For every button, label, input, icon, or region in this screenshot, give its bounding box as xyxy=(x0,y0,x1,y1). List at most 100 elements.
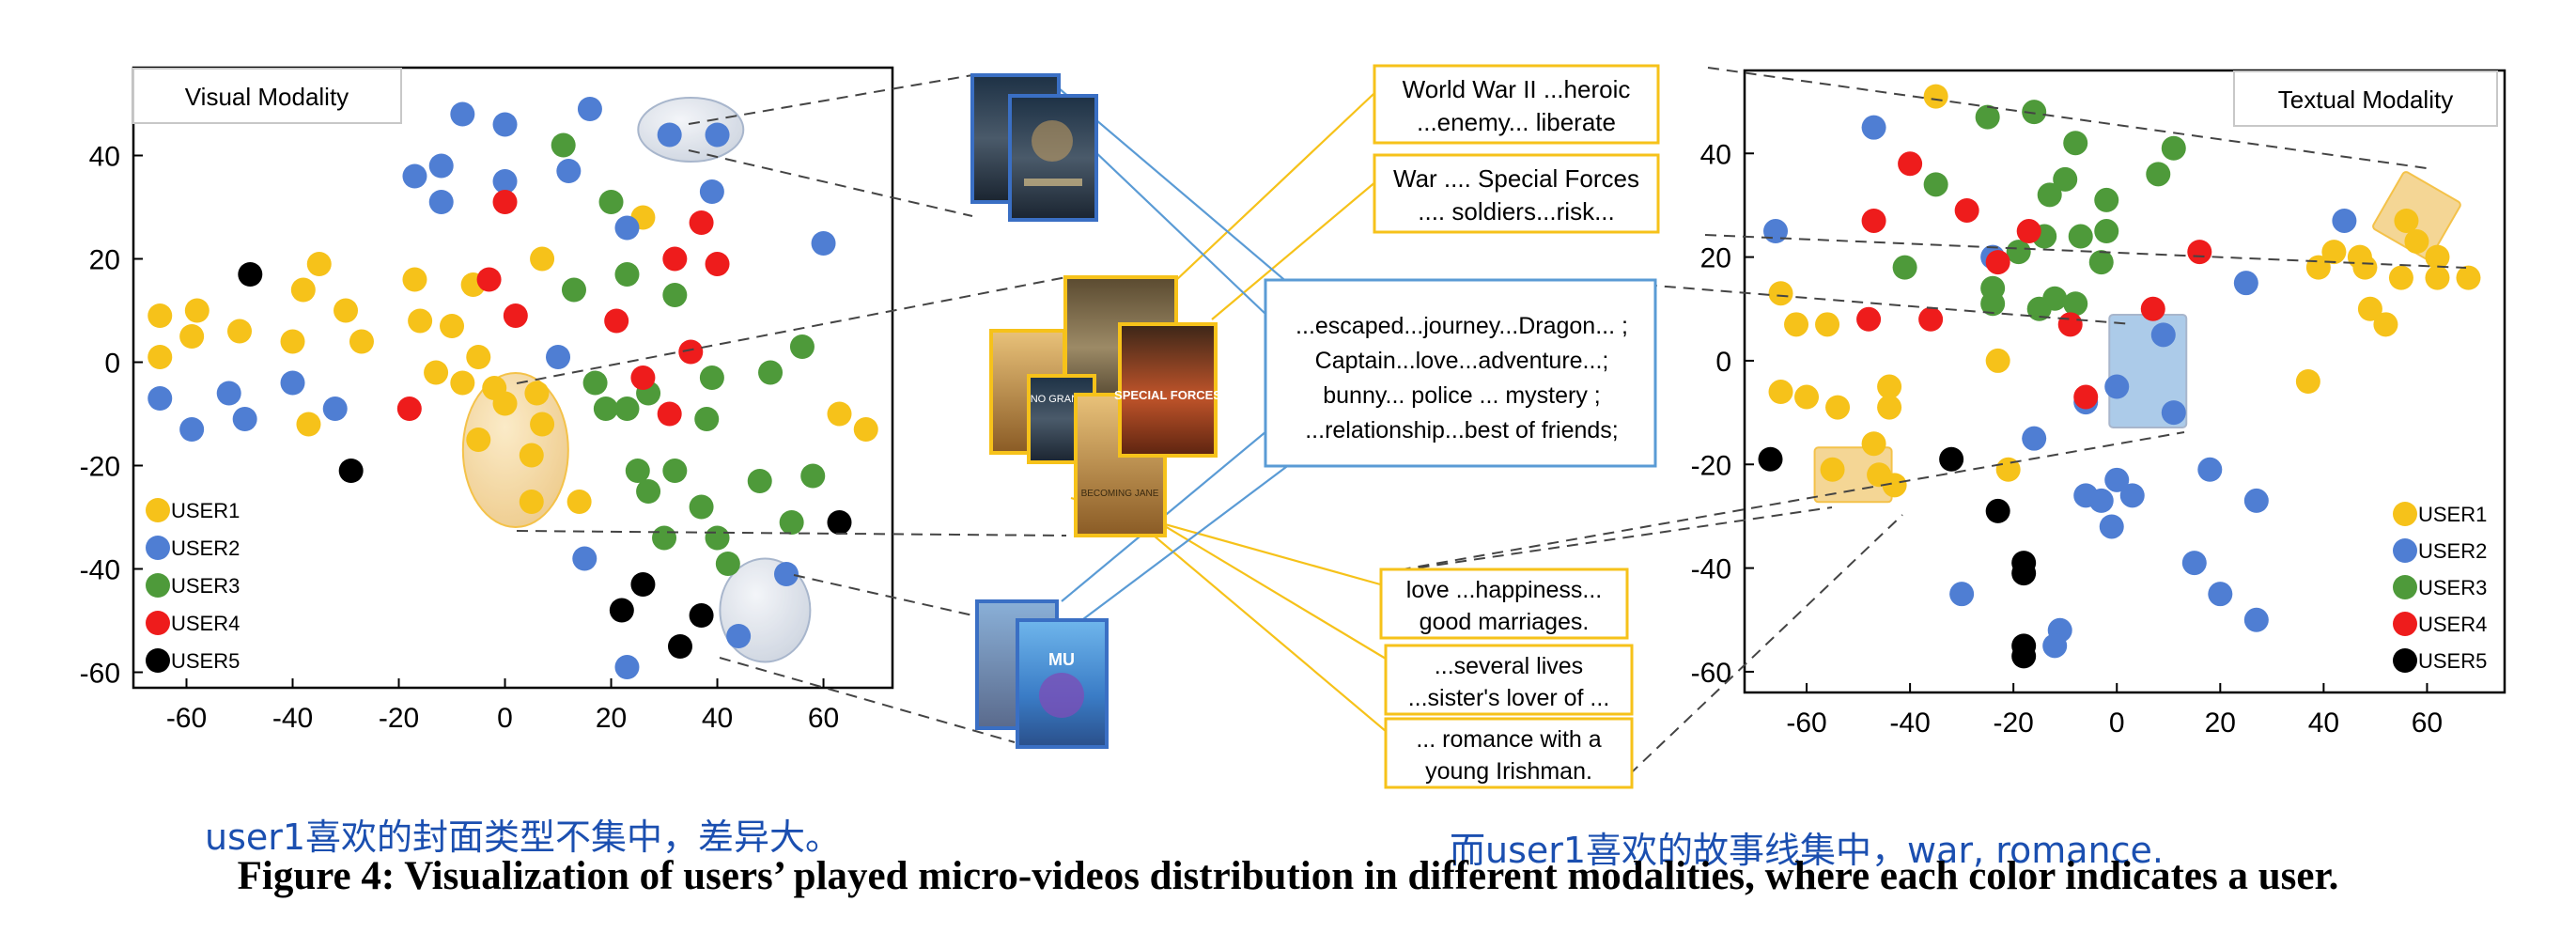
data-point-user2 xyxy=(402,163,427,189)
legend-marker xyxy=(146,648,170,673)
data-point-user4 xyxy=(492,190,518,214)
figure-caption: Figure 4: Visualization of users’ played… xyxy=(237,854,2339,898)
data-point-user2 xyxy=(2233,271,2258,296)
text-line: bunny... police ... mystery ; xyxy=(1323,382,1600,409)
data-point-user2 xyxy=(572,546,597,571)
poster-image xyxy=(1118,322,1218,458)
data-point-user2 xyxy=(232,407,257,431)
data-point-user3 xyxy=(1975,104,2000,130)
connector-yellow xyxy=(1211,170,1389,320)
data-point-user4 xyxy=(2140,296,2165,321)
data-point-user2 xyxy=(811,231,836,256)
data-point-user1 xyxy=(1820,457,1845,482)
data-point-user1 xyxy=(1923,84,1948,109)
x-tick-label: -40 xyxy=(1889,708,1930,739)
data-point-user2 xyxy=(773,562,799,586)
data-point-user2 xyxy=(657,122,682,148)
poster-text: MU xyxy=(1048,650,1075,669)
legend-label: USER4 xyxy=(171,612,240,635)
data-point-user1 xyxy=(280,329,305,354)
axis-ticks: -60 -40 -20 0 20 40 60 40 20 0 -20 -40 -60 xyxy=(80,142,840,735)
connector xyxy=(1380,506,1833,574)
data-point-user2 xyxy=(2042,633,2068,659)
data-point-user1 xyxy=(2352,255,2378,280)
data-point-user1 xyxy=(524,381,550,406)
data-point-user4 xyxy=(2073,384,2099,410)
data-point-user3 xyxy=(2037,182,2062,208)
data-point-user1 xyxy=(424,360,449,385)
data-point-user4 xyxy=(630,365,656,390)
data-point-user5 xyxy=(827,510,852,535)
legend-label: USER2 xyxy=(2418,539,2487,563)
x-tick-label: -60 xyxy=(166,703,207,734)
data-point-user2 xyxy=(322,397,348,421)
connector xyxy=(1704,234,2467,269)
poster-text: SPECIAL FORCES xyxy=(1114,388,1221,402)
data-point-user3 xyxy=(800,463,826,489)
chart-title: Visual Modality xyxy=(185,83,349,111)
data-point-user1 xyxy=(290,277,316,303)
connector-yellow xyxy=(1173,79,1389,283)
data-points xyxy=(147,97,878,679)
y-tick-label: -60 xyxy=(80,659,120,690)
data-point-user1 xyxy=(334,298,359,323)
data-point-user1 xyxy=(519,443,544,468)
data-point-user3 xyxy=(1892,255,1917,280)
legend-marker xyxy=(2393,502,2417,526)
data-point-user1 xyxy=(466,345,491,369)
data-point-user2 xyxy=(2099,514,2124,539)
text-line: love ...happiness... xyxy=(1406,577,1602,603)
data-point-user1 xyxy=(827,401,852,427)
dashed-connectors xyxy=(516,67,2467,788)
data-point-user3 xyxy=(2006,240,2031,265)
data-point-user3 xyxy=(2022,100,2047,125)
yellow-highlight-region xyxy=(461,372,569,528)
text-box xyxy=(1379,568,1629,640)
data-point-user1 xyxy=(2425,244,2450,270)
legend-label: USER3 xyxy=(171,574,240,598)
data-point-user2 xyxy=(726,624,752,648)
text-box-group: World War II ...heroic ...enemy... liber… xyxy=(1264,64,1660,789)
data-point-user2 xyxy=(216,381,241,406)
data-point-user1 xyxy=(2295,369,2320,394)
data-point-user3 xyxy=(2146,162,2171,187)
data-point-user5 xyxy=(2011,644,2037,669)
data-point-user2 xyxy=(428,153,454,179)
x-tick-label: -20 xyxy=(379,703,419,734)
connector xyxy=(1607,281,2134,325)
legend-marker xyxy=(146,498,170,522)
data-point-user2 xyxy=(556,159,582,183)
data-point-user5 xyxy=(238,262,263,287)
text-line: ...enemy... liberate xyxy=(1417,108,1616,136)
text-line: ...sister's lover of ... xyxy=(1408,685,1610,711)
y-tick-label: 40 xyxy=(89,142,120,173)
data-point-user2 xyxy=(705,122,730,148)
text-box xyxy=(1264,278,1657,468)
visual-modality-chart: -60 -40 -20 0 20 40 60 40 20 0 -20 -40 -60 Visual Mo… xyxy=(80,66,894,735)
data-point-user1 xyxy=(2394,208,2419,233)
data-point-user4 xyxy=(2057,312,2083,337)
data-point-user1 xyxy=(1768,281,1793,306)
data-point-user3 xyxy=(2068,224,2093,249)
connector xyxy=(1707,67,2434,170)
legend-marker xyxy=(146,573,170,598)
data-point-user3 xyxy=(689,494,714,520)
connector xyxy=(688,149,973,217)
legend-label: USER1 xyxy=(2418,503,2487,526)
data-point-user1 xyxy=(1861,431,1886,457)
data-point-user1 xyxy=(2388,265,2413,290)
data-point-user2 xyxy=(2104,467,2130,492)
y-tick-label: 20 xyxy=(1700,243,1731,274)
data-point-user3 xyxy=(694,407,720,431)
legend-label: USER3 xyxy=(2418,576,2487,599)
legend: USER1 USER2 USER3 USER4 USER5 xyxy=(146,498,240,673)
data-point-user2 xyxy=(428,190,454,214)
legend-marker xyxy=(2393,575,2417,599)
data-point-user3 xyxy=(561,277,586,303)
data-point-user3 xyxy=(715,552,740,576)
connector xyxy=(719,657,1016,743)
data-point-user3 xyxy=(652,525,677,551)
legend-marker xyxy=(146,611,170,635)
data-point-user3 xyxy=(582,370,608,396)
